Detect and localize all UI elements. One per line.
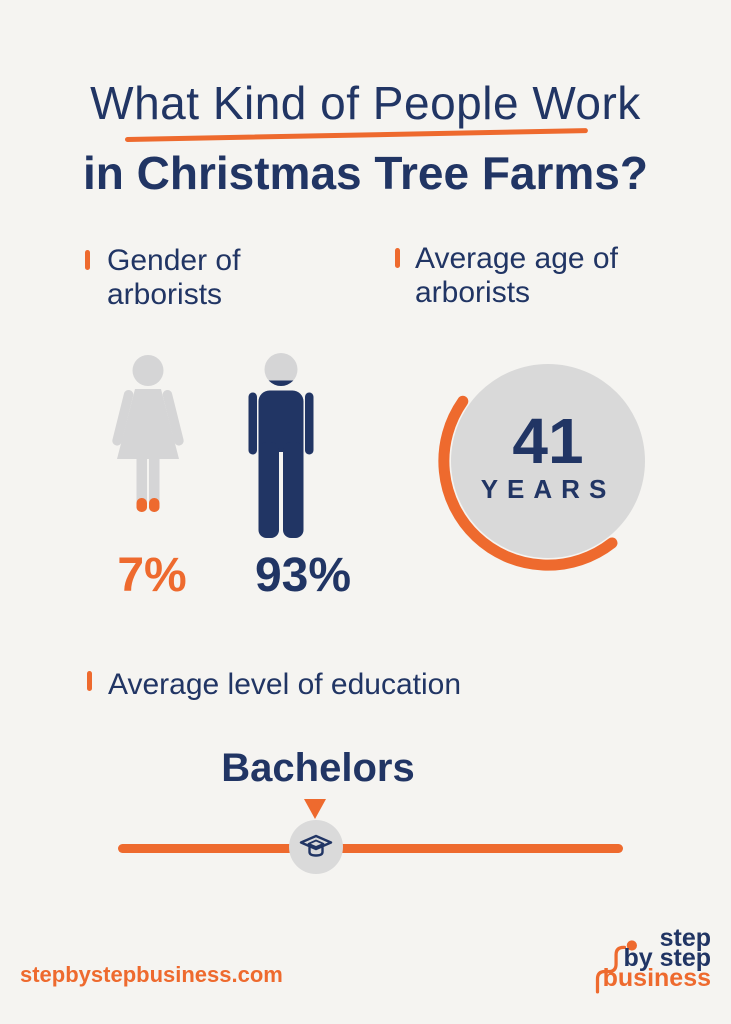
gender-section-marker <box>85 250 90 270</box>
age-progress-ring <box>438 364 645 571</box>
male-percentage: 93% <box>254 549 352 602</box>
page-title-line2: in Christmas Tree Farms? <box>83 147 648 199</box>
education-level-value: Bachelors <box>221 746 415 790</box>
page-title-line1: What Kind of People Work <box>90 77 641 129</box>
age-section-marker <box>395 248 400 268</box>
website-url: stepbystepbusiness.com <box>20 962 283 987</box>
education-scale-line <box>118 844 623 853</box>
education-section-marker <box>87 671 92 691</box>
title-underline-decoration <box>124 128 588 142</box>
step-bracket-icon <box>595 940 637 994</box>
logo-text-bystep: by step <box>623 944 711 972</box>
age-section-label: Average age of arborists <box>415 242 618 309</box>
average-age-unit: YEARS <box>480 474 616 504</box>
male-person-icon <box>248 353 314 538</box>
female-person-icon <box>112 355 184 512</box>
average-age-value: 41 <box>512 405 584 477</box>
gender-section-label: Gender of arborists <box>107 244 241 311</box>
logo-text-step: step <box>659 924 711 952</box>
education-section-label: Average level of education <box>108 668 462 701</box>
down-triangle-icon <box>304 799 326 819</box>
graduation-cap-icon <box>299 834 333 857</box>
female-percentage: 7% <box>117 549 187 602</box>
education-marker-circle <box>289 820 343 874</box>
brand-logo: step by step business <box>591 924 711 998</box>
logo-text-business: business <box>602 964 711 992</box>
